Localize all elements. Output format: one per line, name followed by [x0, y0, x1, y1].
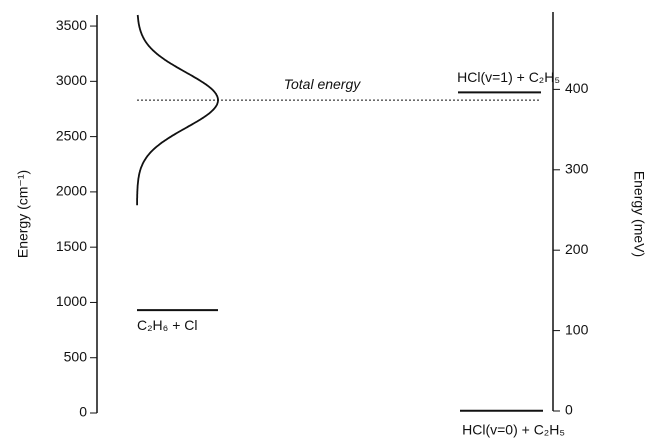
level-label: HCl(v=0) + C₂H₅ [462, 421, 565, 437]
y-axis-label: Energy (cm⁻¹) [15, 170, 31, 258]
y-tick-label: 500 [64, 348, 88, 364]
y-tick-label: 1000 [56, 293, 87, 309]
y2-tick-label: 400 [565, 80, 589, 96]
total-energy-label: Total energy [284, 76, 362, 92]
level-label: C₂H₆ + Cl [137, 317, 197, 333]
y-tick-label: 3000 [56, 72, 87, 88]
level-label: HCl(v=1) + C₂H₅ [457, 69, 560, 85]
y2-tick-label: 0 [565, 402, 573, 418]
y2-axis-label: Energy (meV) [631, 171, 647, 257]
y2-tick-label: 100 [565, 321, 589, 337]
y-tick-label: 3500 [56, 17, 87, 33]
y-tick-label: 0 [79, 404, 87, 420]
distribution-curve [136, 14, 219, 206]
y2-tick-label: 200 [565, 241, 589, 257]
y-tick-label: 2000 [56, 183, 87, 199]
y2-tick-label: 300 [565, 160, 589, 176]
y-tick-label: 2500 [56, 127, 87, 143]
y-tick-label: 1500 [56, 238, 87, 254]
